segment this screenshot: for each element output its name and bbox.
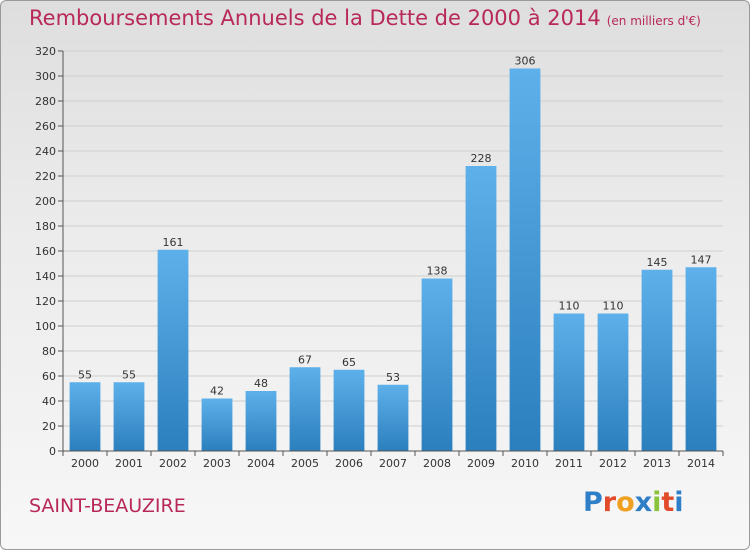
bars: 55 55 161 42 48 67 65 53 138 228 306 110 110 145 147 xyxy=(69,55,717,451)
x-tick-label-2014: 2014 xyxy=(687,457,715,470)
bar-2010 xyxy=(509,68,541,451)
location-name: SAINT-BEAUZIRE xyxy=(29,495,186,517)
value-label-2013: 145 xyxy=(647,256,668,269)
y-tick-label: 0 xyxy=(49,445,56,458)
bar-2002 xyxy=(157,249,189,451)
value-label-2005: 67 xyxy=(298,353,312,366)
x-tick-label-2005: 2005 xyxy=(291,457,319,470)
y-tick-label: 20 xyxy=(42,420,56,433)
bar-2006 xyxy=(333,369,365,451)
value-label-2009: 228 xyxy=(471,152,492,165)
axes: 0 20 40 60 80 100 120 140 160 180 200 220 240 260 280 3… xyxy=(35,45,724,470)
x-tick-label-2011: 2011 xyxy=(555,457,583,470)
value-label-2000: 55 xyxy=(78,368,92,381)
y-tick-label: 220 xyxy=(35,170,56,183)
value-label-2012: 110 xyxy=(603,300,624,313)
logo-letter: t xyxy=(661,487,675,518)
x-tick-label-2003: 2003 xyxy=(203,457,231,470)
y-tick-label: 40 xyxy=(42,395,56,408)
x-tick-label-2006: 2006 xyxy=(335,457,363,470)
logo-letter: r xyxy=(602,487,617,518)
x-tick-label-2004: 2004 xyxy=(247,457,275,470)
bar-2011 xyxy=(553,313,585,451)
y-tick-label: 140 xyxy=(35,270,56,283)
x-tick-label-2007: 2007 xyxy=(379,457,407,470)
bar-2014 xyxy=(685,267,717,451)
y-tick-label: 200 xyxy=(35,195,56,208)
y-tick-label: 120 xyxy=(35,295,56,308)
y-tick-label: 280 xyxy=(35,95,56,108)
x-tick-label-2002: 2002 xyxy=(159,457,187,470)
value-label-2006: 65 xyxy=(342,356,356,369)
logo-letter: x xyxy=(634,487,653,518)
x-tick-label-2008: 2008 xyxy=(423,457,451,470)
y-tick-label: 260 xyxy=(35,120,56,133)
bar-2000 xyxy=(69,382,101,451)
x-tick-label-2013: 2013 xyxy=(643,457,671,470)
value-label-2014: 147 xyxy=(691,253,712,266)
logo-letter: P xyxy=(583,487,603,518)
bar-2007 xyxy=(377,384,409,451)
bar-2003 xyxy=(201,398,233,451)
logo-letter: o xyxy=(616,487,635,518)
y-tick-label: 240 xyxy=(35,145,56,158)
y-tick-label: 100 xyxy=(35,320,56,333)
value-label-2002: 161 xyxy=(163,236,184,249)
value-label-2007: 53 xyxy=(386,371,400,384)
y-tick-label: 180 xyxy=(35,220,56,233)
y-tick-label: 320 xyxy=(35,45,56,58)
proxiti-logo[interactable]: Proxiti xyxy=(583,487,684,518)
logo-letter: i xyxy=(652,487,662,518)
x-tick-label-2001: 2001 xyxy=(115,457,143,470)
chart-title: Remboursements Annuels de la Dette de 20… xyxy=(29,6,701,30)
x-tick-label-2010: 2010 xyxy=(511,457,539,470)
bar-2013 xyxy=(641,269,673,451)
value-label-2011: 110 xyxy=(559,300,580,313)
value-label-2001: 55 xyxy=(122,368,136,381)
x-tick-label-2009: 2009 xyxy=(467,457,495,470)
y-tick-label: 60 xyxy=(42,370,56,383)
bar-2008 xyxy=(421,278,453,451)
value-label-2008: 138 xyxy=(427,265,448,278)
bar-2001 xyxy=(113,382,145,451)
y-tick-label: 80 xyxy=(42,345,56,358)
bar-2004 xyxy=(245,391,277,451)
x-tick-label-2000: 2000 xyxy=(71,457,99,470)
y-tick-label: 160 xyxy=(35,245,56,258)
bar-2012 xyxy=(597,313,629,451)
chart-title-text: Remboursements Annuels de la Dette de 20… xyxy=(29,6,601,30)
y-tick-label: 300 xyxy=(35,70,56,83)
bar-2009 xyxy=(465,166,497,451)
logo-letter: i xyxy=(674,487,684,518)
value-label-2003: 42 xyxy=(210,385,224,398)
x-tick-label-2012: 2012 xyxy=(599,457,627,470)
bar-2005 xyxy=(289,367,321,451)
value-label-2004: 48 xyxy=(254,377,268,390)
chart-unit: (en milliers d'€) xyxy=(606,14,701,28)
value-label-2010: 306 xyxy=(515,55,536,68)
